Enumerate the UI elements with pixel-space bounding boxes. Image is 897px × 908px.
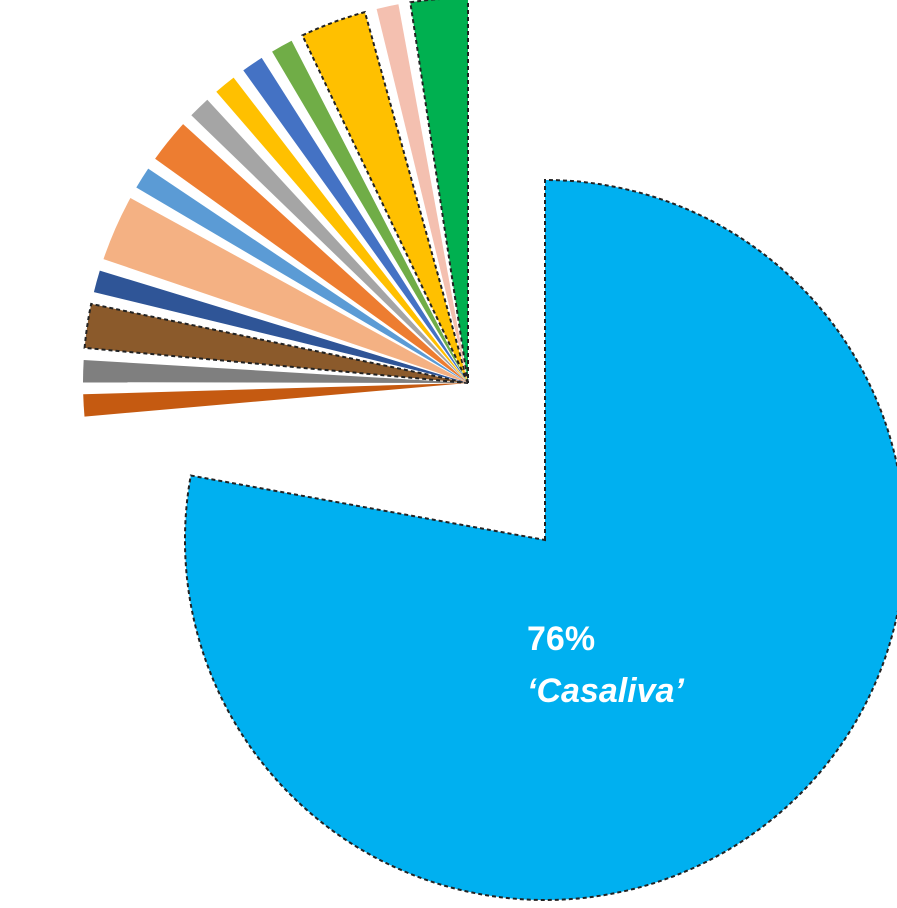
slice-label-casaliva: 76% ‘Casaliva’ bbox=[527, 620, 684, 710]
slice-label-percent: 76% bbox=[527, 620, 595, 658]
slice-label-cultivar: ‘Casaliva’ bbox=[527, 672, 684, 710]
pie-slices bbox=[83, 0, 897, 901]
pie-slice bbox=[83, 383, 468, 417]
pie-slice bbox=[243, 57, 468, 384]
pie-slice bbox=[183, 178, 897, 901]
pie-slice bbox=[272, 40, 468, 384]
pie-slice bbox=[103, 198, 468, 383]
pie-slice bbox=[136, 168, 469, 383]
pie-slice bbox=[83, 360, 468, 383]
pie-slice bbox=[155, 124, 468, 383]
pie-slice bbox=[93, 270, 469, 383]
pie-slice bbox=[191, 99, 469, 383]
pie-slice bbox=[409, 0, 469, 384]
pie-slice bbox=[216, 77, 468, 383]
pie-slice bbox=[83, 302, 469, 384]
pie-slice bbox=[376, 4, 468, 384]
pie-slice bbox=[301, 10, 469, 384]
